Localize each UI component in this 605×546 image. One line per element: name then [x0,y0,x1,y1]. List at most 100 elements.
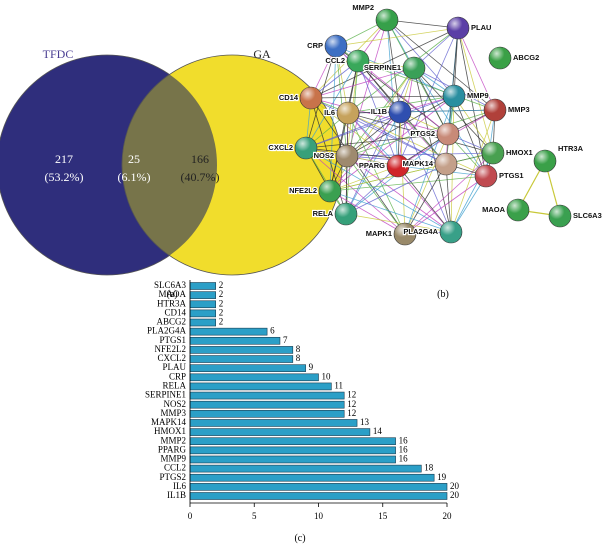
value-label: 20 [450,481,460,491]
value-label: 12 [347,399,356,409]
value-label: 2 [219,307,224,317]
edge [310,97,449,135]
bar [189,473,435,482]
edge [347,112,447,165]
edge [305,60,359,149]
bar [189,400,345,409]
edge [413,67,452,233]
x-tick-label: 5 [252,511,257,521]
edge [329,165,399,192]
edge [457,27,496,111]
node-shine [437,123,459,145]
overlap [121,55,217,275]
node-label: MAPK1 [366,229,392,238]
node-shine [507,199,529,221]
bar [189,410,345,418]
node-label: MMP2 [352,3,374,12]
value-label: 7 [283,335,288,345]
edge [453,95,494,154]
edge [399,111,447,165]
node-label: HTR3A [558,144,584,153]
venn-panel: TFDC GA 217 (53.2%) 25 (6.1%) 166 (40.7%) (a) [0,47,343,300]
node-label: CCL2 [325,56,345,65]
value-label: 6 [270,326,275,336]
bar [189,428,371,436]
edge [413,67,449,135]
edge [345,111,401,215]
bar [189,291,217,299]
network-panel: MMP2 PLAU CRP ABCG2 CCL2 SERPINE1 CD14 MMP9 IL6 I… [267,2,603,300]
value-label: 16 [399,435,409,445]
edge [404,152,494,235]
bar [189,346,294,354]
edge [453,95,487,177]
edge [345,163,447,215]
category-label: CRP [169,371,186,381]
node-shine [336,145,358,167]
edge [346,155,452,233]
value-label: 9 [309,362,314,372]
node-label: IL6 [324,108,335,117]
node-shine [475,165,497,187]
node-shine [549,205,571,227]
node-label: ABCG2 [513,53,539,62]
edge [397,27,459,167]
node-label: PTGS1 [499,171,524,180]
edge [310,67,415,99]
node-label: PLAU [471,23,491,32]
node-label: PPARG [359,161,385,170]
bar-panel: 2 SLC6A3 2 MAOA 2 HTR3A 2 CD14 2 ABCG2 6 PLA2G4A 7 PT… [145,280,460,544]
node-label: MMP9 [467,91,489,100]
bar [189,391,345,400]
value-label: 20 [450,490,460,500]
bar [189,373,319,382]
node-shine [335,203,357,225]
value-label: 2 [219,289,224,299]
value-label: 14 [373,426,383,436]
node-shine [376,9,398,31]
edge [329,45,337,192]
edge [310,27,459,99]
edge [305,111,401,149]
node-label: MAPK14 [403,159,434,168]
node-shine [403,57,425,79]
value-label: 10 [322,371,332,381]
edge [404,175,487,235]
edge [386,19,399,167]
edge [329,163,447,192]
bar [189,309,217,318]
edge [329,67,415,192]
edge [345,213,452,233]
category-label: PTGS2 [159,472,186,482]
node-shine [534,150,556,172]
x-tick-label: 10 [314,511,324,521]
edge [310,95,455,99]
category-label: HTR3A [157,298,187,308]
node-label: NFE2L2 [289,186,317,195]
category-label: MAOA [158,289,186,299]
bar [189,318,217,327]
value-label: 16 [399,444,409,454]
value-label: 16 [399,454,409,464]
edge [329,111,401,192]
value-label: 2 [219,317,224,327]
category-label: PLAU [162,362,186,372]
value-label: 2 [219,298,224,308]
node-label: CXCL2 [268,143,293,152]
edge [329,190,452,233]
edge [399,109,496,113]
node-label: HMOX1 [506,148,533,157]
edge [404,163,447,235]
node-shine [443,85,465,107]
edge [346,19,388,157]
category-label: PLA2G4A [147,326,187,336]
edge [335,45,349,114]
region-percent: (6.1%) [118,170,151,184]
x-tick-label: 20 [443,511,453,521]
node-shine [489,47,511,69]
node-shine [482,142,504,164]
bar [189,455,396,464]
node-shine [347,50,369,72]
edge [397,165,452,233]
edge [404,95,455,235]
